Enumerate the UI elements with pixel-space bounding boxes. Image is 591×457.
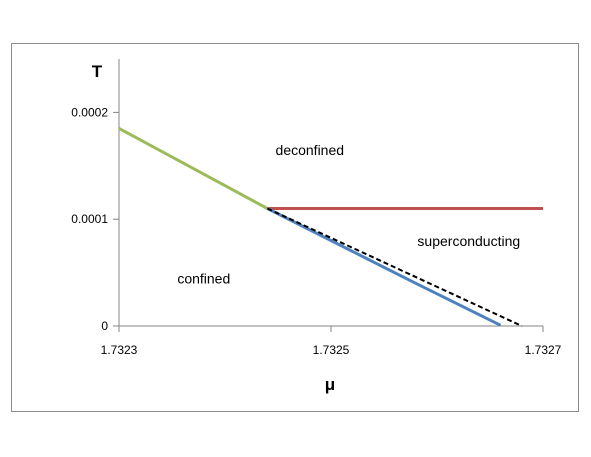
region-label: confined [177,270,230,286]
chart-frame [11,43,579,412]
y-axis-title: T [92,62,103,81]
x-tick-label: 1.7325 [313,343,350,357]
x-tick-label: 1.7323 [101,343,138,357]
series-line-4 [266,207,523,327]
y-tick-label: 0.0002 [71,105,108,119]
series-line-1 [118,127,269,210]
series-layer [118,127,543,327]
region-label: superconducting [417,233,520,249]
x-tick-label: 1.7327 [525,343,562,357]
y-tick-label: 0.0001 [71,212,108,226]
region-label: deconfined [276,142,345,158]
labels-layer: deconfined superconducting confined [177,142,520,286]
y-tick-label: 0 [101,319,108,333]
series-line-3 [266,207,502,327]
axes: 0 0.0001 0.0002 1.7323 1.7325 1.7327 [71,59,562,357]
x-axis-title: μ [325,375,335,394]
